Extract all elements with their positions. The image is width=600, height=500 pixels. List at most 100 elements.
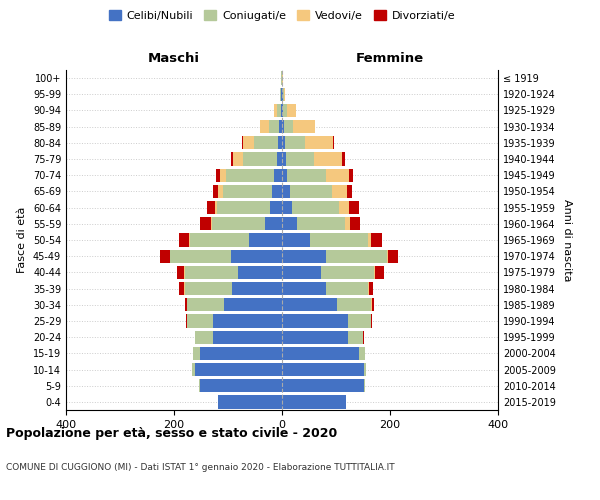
Bar [290,185,332,198]
Bar [269,120,280,134]
Bar [282,298,337,312]
Bar [371,298,374,312]
Bar [185,298,187,312]
Bar [375,266,383,279]
Text: COMUNE DI CUGGIONO (MI) - Dati ISTAT 1° gennaio 2020 - Elaborazione TUTTITALIA.I: COMUNE DI CUGGIONO (MI) - Dati ISTAT 1° … [6,462,395,471]
Bar [369,282,373,295]
Bar [310,234,368,246]
Bar [332,185,347,198]
Bar [233,152,243,166]
Bar [176,266,184,279]
Bar [223,185,272,198]
Bar [277,104,281,117]
Bar [326,282,368,295]
Legend: Celibi/Nubili, Coniugati/e, Vedovi/e, Divorziati/e: Celibi/Nubili, Coniugati/e, Vedovi/e, Di… [104,6,460,25]
Bar [274,168,282,182]
Bar [282,314,348,328]
Bar [243,152,277,166]
Text: Maschi: Maschi [148,52,200,65]
Bar [344,217,350,230]
Bar [189,234,190,246]
Bar [231,152,233,166]
Bar [280,88,281,101]
Bar [185,266,238,279]
Bar [350,217,360,230]
Bar [207,201,215,214]
Bar [333,136,334,149]
Bar [248,234,282,246]
Bar [284,88,285,101]
Bar [277,152,282,166]
Bar [321,266,374,279]
Bar [254,136,278,149]
Bar [200,217,211,230]
Bar [185,282,232,295]
Bar [293,120,315,134]
Bar [218,185,223,198]
Bar [213,330,282,344]
Bar [282,136,285,149]
Bar [282,379,364,392]
Bar [274,104,277,117]
Bar [282,168,287,182]
Bar [368,234,371,246]
Bar [213,314,282,328]
Bar [282,396,346,408]
Bar [212,217,265,230]
Bar [281,104,282,117]
Bar [211,217,212,230]
Bar [238,266,282,279]
Bar [374,266,375,279]
Bar [272,185,282,198]
Bar [224,298,282,312]
Bar [287,104,296,117]
Bar [284,120,293,134]
Bar [160,250,170,263]
Bar [305,136,333,149]
Bar [232,282,282,295]
Bar [213,185,218,198]
Bar [283,104,287,117]
Bar [387,250,388,263]
Bar [193,363,194,376]
Bar [280,120,282,134]
Bar [282,152,286,166]
Bar [217,201,270,214]
Bar [195,330,213,344]
Y-axis label: Fasce di età: Fasce di età [17,207,27,273]
Bar [359,346,365,360]
Bar [218,396,282,408]
Text: Femmine: Femmine [356,52,424,65]
Bar [179,282,184,295]
Bar [215,168,220,182]
Bar [282,234,310,246]
Bar [349,168,353,182]
Bar [364,363,366,376]
Bar [179,234,189,246]
Bar [282,217,297,230]
Bar [187,298,224,312]
Bar [371,234,382,246]
Bar [326,168,349,182]
Bar [282,266,321,279]
Bar [194,363,282,376]
Y-axis label: Anni di nascita: Anni di nascita [562,198,572,281]
Bar [282,104,283,117]
Bar [200,346,282,360]
Bar [282,185,290,198]
Bar [282,330,348,344]
Bar [286,152,314,166]
Bar [364,379,365,392]
Bar [260,120,269,134]
Bar [190,234,248,246]
Bar [283,88,284,101]
Bar [343,152,345,166]
Bar [220,168,226,182]
Text: Popolazione per età, sesso e stato civile - 2020: Popolazione per età, sesso e stato civil… [6,428,337,440]
Bar [170,250,230,263]
Bar [278,136,282,149]
Bar [199,379,200,392]
Bar [285,136,305,149]
Bar [348,330,363,344]
Bar [371,314,372,328]
